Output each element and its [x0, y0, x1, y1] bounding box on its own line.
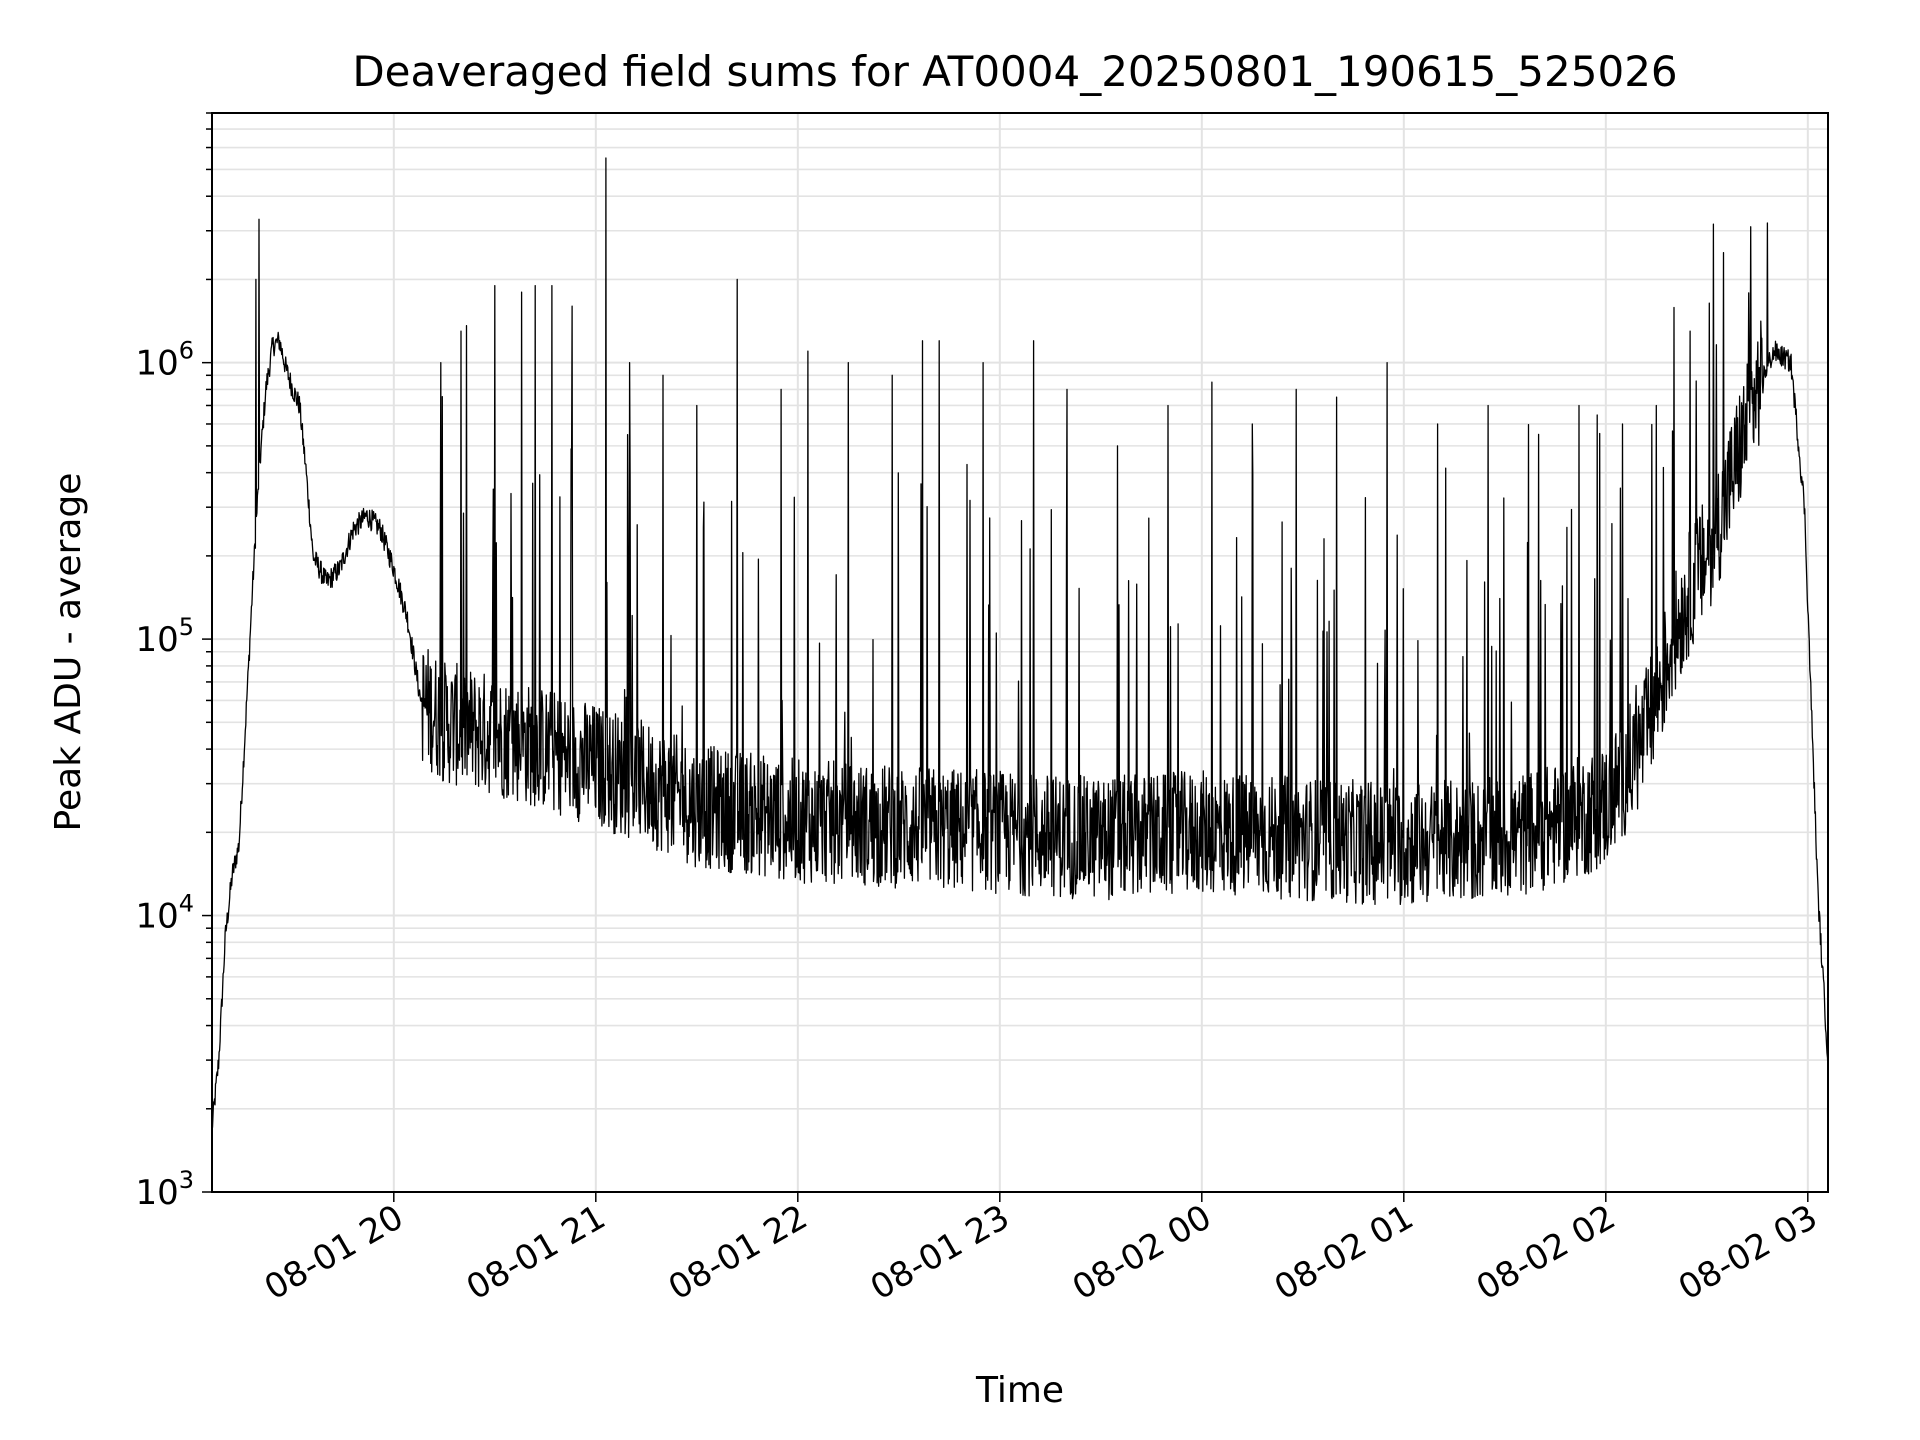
x-tick-label: 08-01 20 — [258, 1197, 410, 1308]
y-tick-label: 105 — [135, 613, 194, 660]
x-tick-label: 08-02 03 — [1672, 1197, 1824, 1308]
y-axis-label: Peak ADU - average — [48, 473, 89, 832]
series-line — [211, 157, 1829, 1129]
chart-title: Deaveraged field sums for AT0004_2025080… — [352, 47, 1677, 96]
x-tick-label: 08-01 21 — [460, 1197, 612, 1308]
plot-area — [211, 157, 1829, 1129]
x-axis-label: Time — [975, 1370, 1064, 1411]
x-tick-label: 08-02 02 — [1470, 1197, 1622, 1308]
y-tick-label: 106 — [135, 337, 194, 384]
grid — [212, 112, 1828, 1193]
y-tick-label: 104 — [135, 890, 194, 937]
y-tick-label: 103 — [135, 1166, 194, 1213]
x-tick-label: 08-02 00 — [1066, 1197, 1218, 1308]
x-tick-label: 08-01 23 — [864, 1197, 1016, 1308]
x-tick-label: 08-01 22 — [662, 1197, 814, 1308]
x-tick-label: 08-02 01 — [1268, 1197, 1420, 1308]
